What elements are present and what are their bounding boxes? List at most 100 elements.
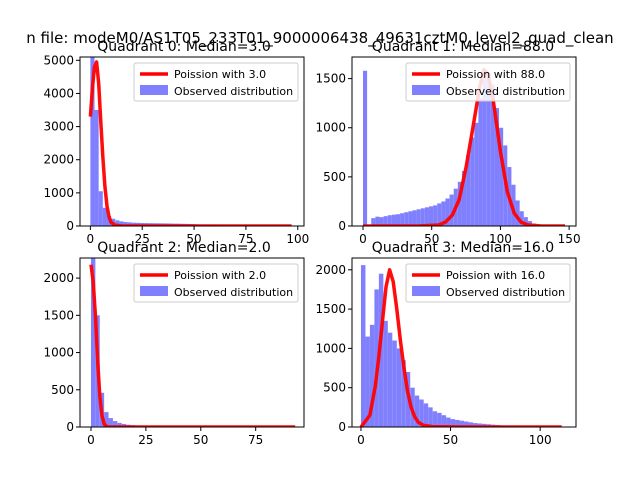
histogram-bar	[383, 216, 388, 226]
histogram-bar	[466, 155, 471, 226]
x-tick-label: 100	[489, 232, 512, 246]
axes-frame	[79, 257, 305, 428]
quadrant-2-title: Quadrant 2: Median=2.0	[97, 240, 271, 256]
y-tick-label: 0	[66, 219, 74, 233]
histogram-bar	[383, 320, 388, 427]
histogram-bar	[449, 194, 454, 226]
histogram-bar	[90, 258, 96, 427]
y-tick-label: 500	[323, 381, 346, 395]
y-tick-label: 500	[323, 170, 346, 184]
legend-hist-label: Observed distribution	[174, 286, 293, 299]
histogram-bar	[404, 212, 409, 226]
legend-curve-label: Poission with 16.0	[446, 269, 545, 282]
quadrant-1-data	[362, 68, 565, 226]
legend-hist-swatch	[140, 286, 168, 296]
y-tick-label: 1500	[43, 308, 74, 322]
histogram-bar	[433, 205, 438, 226]
histogram-bar	[117, 422, 122, 427]
histogram-bar	[108, 418, 113, 427]
histogram-bar	[472, 423, 478, 427]
legend-hist-swatch	[412, 286, 440, 296]
legend-curve-label: Poission with 2.0	[174, 269, 266, 282]
histogram-bar	[468, 422, 473, 427]
legend-box	[133, 62, 299, 102]
histogram-bar	[369, 324, 375, 427]
quadrant-0-panel: 0 25 50 75 100010002000300040005000Poission …	[43, 39, 309, 246]
quadrant-2-panel: 0 25 50 75 0 500 1000 1500 2000 Poission with 2.0…	[43, 240, 305, 447]
histogram-bar	[387, 332, 393, 427]
x-tick-label: 50	[193, 433, 208, 447]
legend: Poission with 3.0 Observed distribution	[133, 62, 299, 102]
histogram-bar	[470, 137, 475, 226]
y-tick-label: 0	[66, 420, 74, 434]
quadrant-3-data	[359, 265, 563, 427]
x-tick-label: 50	[443, 433, 458, 447]
y-tick-label: 4000	[43, 86, 74, 100]
y-tick-label: 0	[338, 420, 346, 434]
legend-hist-label: Observed distribution	[446, 286, 565, 299]
histogram-bar	[523, 217, 528, 226]
histogram-bar	[104, 412, 109, 427]
y-tick-label: 2000	[43, 153, 74, 167]
histogram-bar	[375, 216, 380, 226]
histogram-bar	[457, 181, 462, 226]
legend: Poission with 88.0 Observed distribution	[405, 62, 571, 102]
histogram-bar	[464, 421, 469, 427]
legend-curve-label: Poission with 3.0	[174, 68, 266, 81]
histogram-bar	[490, 84, 495, 226]
histogram-bar	[499, 127, 504, 226]
histogram-bar	[420, 208, 425, 226]
x-tick-label: 25	[138, 433, 153, 447]
histogram-bar	[98, 191, 103, 226]
histogram-bar	[423, 403, 429, 427]
histogram-bar	[371, 218, 376, 226]
histogram-bar	[395, 214, 401, 226]
legend-hist-swatch	[140, 85, 168, 95]
legend-hist-label: Observed distribution	[446, 85, 565, 98]
histogram-bar	[494, 108, 500, 226]
x-tick-label: 150	[558, 232, 581, 246]
histogram-bar	[428, 407, 433, 427]
legend: Poission with 16.0 Observed distribution	[405, 263, 571, 303]
histogram-bar	[401, 360, 406, 427]
y-tick-label: 1000	[315, 121, 346, 135]
quadrant-0-title: Quadrant 0: Median=3.0	[97, 39, 271, 55]
histogram-bar	[432, 411, 438, 427]
y-tick-label: 1500	[315, 72, 346, 86]
y-tick-label: 5000	[43, 53, 74, 67]
poisson-curve	[89, 264, 296, 427]
histogram-bar	[478, 98, 483, 226]
legend-hist-swatch	[412, 85, 440, 95]
histogram-bar	[441, 201, 446, 226]
histogram-bar	[482, 78, 487, 226]
histogram-bar	[437, 203, 442, 226]
histogram-bar	[412, 210, 417, 226]
histogram-bar	[428, 206, 434, 226]
figure-title: n file: modeM0/AS1T05_233T01_9000006438_…	[26, 29, 613, 48]
histogram-bar	[419, 399, 424, 427]
poisson-curve	[88, 60, 292, 226]
histogram-bar	[414, 395, 420, 427]
x-tick-label: 0	[359, 232, 367, 246]
y-tick-label: 2000	[43, 271, 74, 285]
histogram-bar	[446, 417, 451, 427]
histogram-bar	[437, 412, 442, 427]
legend-curve-label: Poission with 88.0	[446, 68, 545, 81]
histogram-bar	[408, 211, 413, 226]
x-tick-label: 100	[529, 433, 552, 447]
histogram-bar	[127, 222, 132, 226]
histogram-bar	[123, 222, 128, 226]
axes-frame	[79, 56, 305, 227]
y-tick-label: 1500	[315, 302, 346, 316]
legend-hist-label: Observed distribution	[174, 85, 293, 98]
x-tick-label: 0	[357, 433, 365, 447]
x-tick-label: 50	[186, 232, 201, 246]
histogram-bar	[360, 265, 366, 427]
axes-frame	[351, 56, 577, 227]
y-tick-label: 0	[338, 219, 346, 233]
y-tick-label: 1000	[43, 186, 74, 200]
histogram-bar	[441, 415, 447, 427]
